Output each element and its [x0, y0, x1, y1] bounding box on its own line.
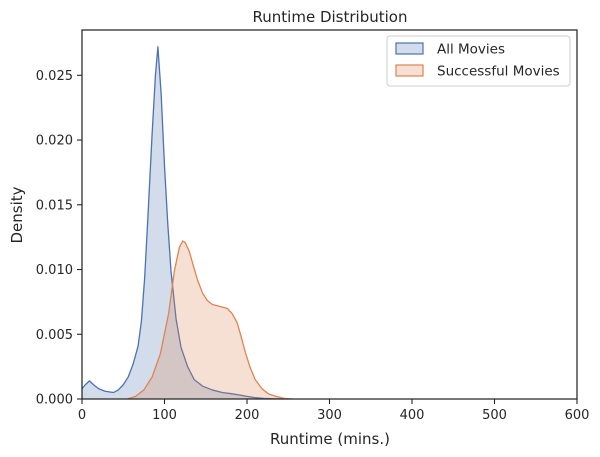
- x-tick-label: 600: [565, 408, 590, 423]
- legend-label-1: Successful Movies: [437, 64, 560, 80]
- y-tick-label: 0.025: [36, 69, 73, 84]
- y-tick-label: 0.010: [36, 263, 73, 278]
- legend: All Movies Successful Movies: [386, 35, 571, 87]
- x-axis-title: Runtime (mins.): [270, 430, 390, 448]
- y-tick-label: 0.015: [36, 198, 73, 213]
- x-tick-label: 400: [400, 408, 425, 423]
- x-tick-label: 300: [317, 408, 342, 423]
- legend-box: [386, 35, 571, 87]
- series-area-1: [127, 241, 293, 399]
- y-tick-label: 0.020: [36, 134, 73, 149]
- legend-swatch-0: [395, 42, 424, 55]
- x-tick-label: 500: [482, 408, 507, 423]
- y-axis-title: Density: [8, 186, 26, 243]
- series-line-1: [127, 240, 293, 400]
- x-tick-label: 100: [152, 408, 177, 423]
- y-tick-label: 0.000: [36, 393, 73, 408]
- y-tick-label: 0.005: [36, 328, 73, 343]
- series-line-0: [81, 46, 285, 400]
- chart-title: Runtime Distribution: [253, 8, 408, 26]
- x-tick-label: 200: [235, 408, 260, 423]
- legend-label-0: All Movies: [437, 42, 505, 58]
- x-tick-label: 0: [78, 408, 86, 423]
- legend-swatch-1: [395, 64, 424, 77]
